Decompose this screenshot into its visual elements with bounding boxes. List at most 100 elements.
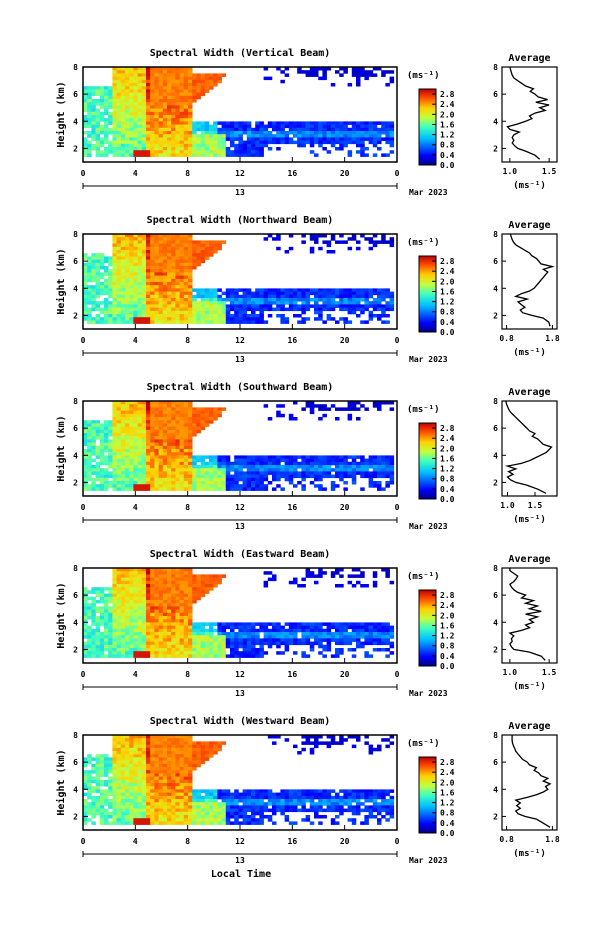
heatmap-cell	[150, 455, 155, 459]
heatmap-cell	[154, 445, 159, 450]
heatmap-cell	[158, 487, 164, 491]
heatmap-cell	[171, 571, 176, 575]
heatmap-cell	[188, 452, 193, 456]
heatmap-cell	[204, 477, 210, 482]
heatmap-cell	[204, 79, 210, 84]
heatmap-cell	[280, 625, 285, 630]
heatmap-cell	[200, 455, 206, 459]
heatmap-cell	[204, 131, 210, 135]
heatmap-cell	[91, 648, 96, 652]
heatmap-cell	[221, 641, 227, 646]
heatmap-cell	[171, 250, 176, 254]
heatmap-cell	[141, 304, 147, 308]
heatmap-cell	[129, 285, 134, 289]
heatmap-cell	[112, 118, 117, 122]
heatmap-cell	[99, 474, 105, 479]
heatmap-cell	[150, 401, 155, 405]
heatmap-cell	[368, 131, 374, 135]
heatmap-cell	[267, 131, 273, 135]
heatmap-cell	[183, 641, 189, 646]
heatmap-cell	[167, 121, 172, 125]
heatmap-cell	[146, 115, 151, 119]
heatmap-cell	[141, 108, 147, 113]
heatmap-cell	[141, 67, 147, 71]
heatmap-cell	[125, 474, 130, 479]
heatmap-cell	[318, 124, 323, 129]
heatmap-cell	[99, 461, 105, 466]
heatmap-cell	[154, 584, 159, 588]
heatmap-cell	[301, 632, 306, 636]
heatmap-cell	[259, 465, 264, 469]
heatmap-cell	[284, 294, 290, 299]
heatmap-cell	[318, 461, 323, 466]
heatmap-cell	[318, 143, 323, 148]
heatmap-cell	[125, 404, 130, 408]
heatmap-cell	[255, 127, 260, 132]
heatmap-cell	[171, 429, 176, 434]
heatmap-cell	[356, 461, 361, 466]
heatmap-cell	[120, 471, 126, 475]
heatmap-cell	[234, 487, 239, 491]
heatmap-cell	[141, 79, 147, 84]
heatmap-cell	[120, 628, 126, 633]
heatmap-cell	[351, 310, 357, 315]
heatmap-cell	[171, 234, 176, 238]
heatmap-cell	[330, 298, 336, 302]
heatmap-cell	[129, 70, 134, 74]
heatmap-cell	[242, 121, 248, 125]
heatmap-cell	[91, 622, 96, 626]
heatmap-cell	[87, 455, 92, 459]
heatmap-cell	[179, 99, 185, 103]
heatmap-cell	[146, 70, 151, 74]
heatmap-cell	[238, 625, 243, 630]
heatmap-cell	[120, 234, 126, 238]
heatmap-cell	[133, 147, 138, 151]
heatmap-cell	[112, 484, 117, 488]
heatmap-cell	[141, 622, 147, 626]
heatmap-cell	[99, 445, 105, 450]
heatmap-cell	[125, 256, 130, 260]
heatmap-cell	[234, 632, 239, 636]
heatmap-cell	[125, 445, 130, 450]
heatmap-cell	[314, 70, 319, 74]
heatmap-cell	[209, 307, 214, 312]
y-tick-label: 6	[73, 424, 78, 433]
heatmap-cell	[175, 124, 180, 129]
heatmap-cell	[204, 638, 210, 642]
heatmap-cell	[284, 465, 290, 469]
heatmap-cell	[293, 127, 298, 132]
heatmap-cell	[175, 250, 180, 254]
heatmap-cell	[259, 314, 264, 318]
heatmap-cell	[154, 413, 159, 418]
heatmap-cell	[87, 294, 92, 299]
heatmap-cell	[255, 150, 260, 154]
heatmap-cell	[339, 301, 344, 305]
heatmap-cell	[217, 628, 222, 633]
heatmap-cell	[225, 314, 231, 318]
heatmap-cell	[179, 111, 185, 116]
heatmap-cell	[183, 584, 189, 588]
heatmap-cell	[154, 298, 159, 302]
heatmap-cell	[133, 275, 138, 280]
heatmap-cell	[301, 234, 306, 238]
heatmap-cell	[364, 632, 369, 636]
heatmap-cell	[133, 79, 138, 84]
heatmap-cell	[284, 317, 290, 321]
heatmap-cell	[192, 76, 197, 81]
heatmap-cell	[267, 304, 273, 308]
heatmap-cell	[175, 259, 180, 264]
heatmap-cell	[372, 121, 378, 125]
heatmap-cell	[188, 288, 193, 292]
heatmap-cell	[129, 619, 134, 623]
heatmap-cell	[234, 468, 239, 472]
heatmap-cell	[183, 612, 189, 617]
heatmap-cell	[389, 628, 395, 633]
heatmap-cell	[141, 484, 147, 488]
heatmap-cell	[242, 471, 248, 475]
heatmap-cell	[158, 259, 164, 264]
heatmap-cell	[305, 628, 311, 633]
heatmap-cell	[167, 628, 172, 633]
heatmap-cell	[175, 628, 180, 633]
heatmap-cell	[83, 291, 88, 296]
heatmap-cell	[99, 275, 105, 280]
